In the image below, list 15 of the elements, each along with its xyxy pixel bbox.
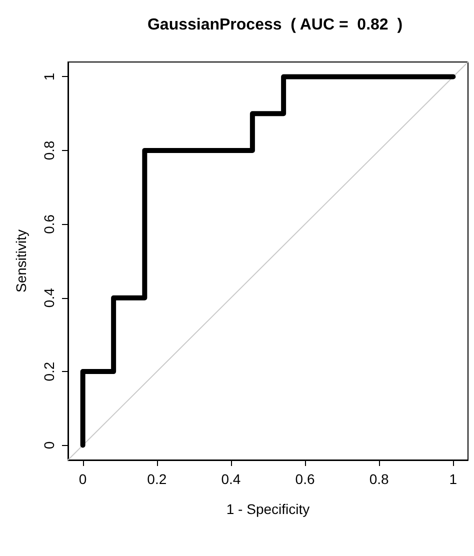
chart-title: GaussianProcess ( AUC = 0.82 ) [147,16,403,34]
y-tick-label: 0.2 [41,362,57,382]
y-tick-label: 0.4 [41,288,57,308]
x-tick-label: 0 [78,471,87,487]
x-axis-title: 1 - Specificity [226,501,310,517]
x-tick-label: 0.4 [221,471,241,487]
x-tick-label: 1 [449,471,458,487]
y-tick-label: 0.6 [41,214,57,234]
y-tick-label: 0.8 [41,140,57,160]
y-tick-label: 1 [41,72,57,81]
x-tick-label: 0.6 [295,471,315,487]
x-tick-label: 0.8 [369,471,390,487]
x-tick-label: 0.2 [147,471,167,487]
y-tick-label: 0 [41,441,57,450]
y-axis-title: Sensitivity [13,229,29,293]
